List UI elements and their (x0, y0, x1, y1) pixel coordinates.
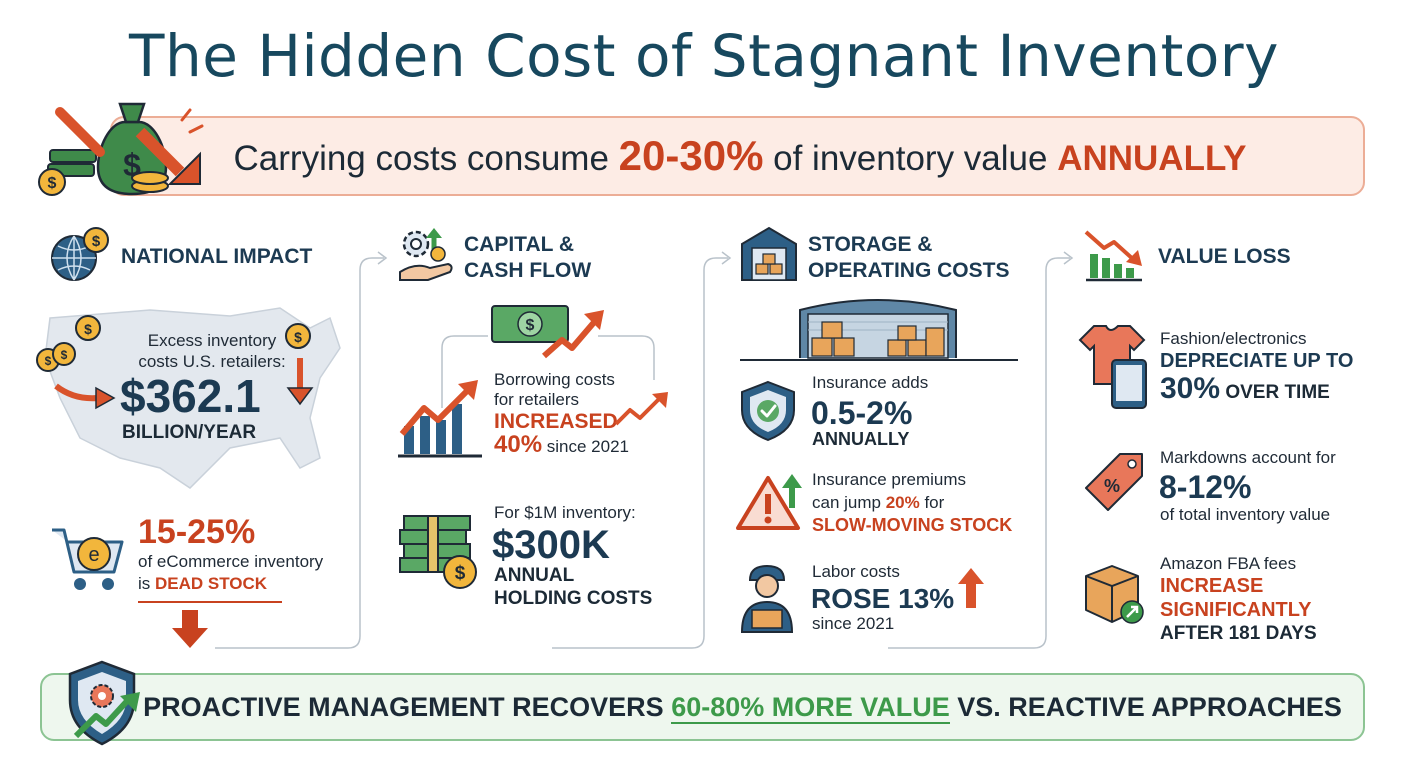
markdown-range: 8-12% (1159, 469, 1252, 505)
svg-text:$: $ (84, 321, 92, 337)
fashion-line2: 30% OVER TIME (1160, 372, 1330, 405)
usa-map-icon: $ $ $ $ (36, 307, 341, 489)
borrow-percent-line: 40% since 2021 (494, 431, 629, 458)
ecommerce-cart-icon: e (52, 528, 124, 590)
borrow-line2: for retailers (494, 390, 580, 409)
carrying-cost-text: Carrying costs consume 20-30% of invento… (233, 132, 1247, 179)
dead-stock-down-arrow (138, 601, 282, 648)
fashion-intro: Fashion/electronics (1160, 329, 1307, 348)
svg-text:$: $ (92, 233, 101, 250)
page-title: The Hidden Cost of Stagnant Inventory (129, 22, 1279, 90)
labor-since: since 2021 (812, 614, 895, 633)
labor-up-arrow-icon (958, 568, 984, 608)
cash-growth-icon: $ (491, 305, 604, 359)
fashion-line1: DEPRECIATE UP TO (1160, 350, 1354, 372)
globe-coin-icon: $ (51, 227, 109, 281)
holding-amount: $300K (492, 523, 610, 567)
footer-banner (40, 673, 1365, 741)
labor-value: ROSE 13% (811, 583, 955, 614)
borrow-increased: INCREASED (494, 410, 618, 433)
markdown-intro: Markdowns account for (1160, 448, 1336, 467)
svg-text:$: $ (48, 175, 57, 192)
svg-text:$: $ (526, 317, 535, 334)
svg-text:%: % (1104, 476, 1120, 496)
national-intro-line1: Excess inventory (147, 331, 277, 350)
worker-icon (740, 564, 794, 633)
flow-connectors (215, 251, 1074, 649)
premium-line1: Insurance premiums (812, 470, 967, 489)
capital-header-line1: CAPITAL & (464, 233, 575, 256)
svg-text:$: $ (45, 354, 52, 368)
national-impact-header: NATIONAL IMPACT (121, 245, 313, 268)
shield-check-icon (741, 380, 795, 442)
price-tag-icon: % (1085, 453, 1143, 511)
shield-gear-icon (68, 660, 140, 746)
svg-text:$: $ (61, 348, 68, 362)
borrow-line1: Borrowing costs (494, 370, 615, 389)
svg-text:$: $ (455, 563, 466, 584)
package-icon (1085, 565, 1144, 624)
dead-stock-line2: is DEAD STOCK (138, 574, 268, 593)
warehouse-interior-icon (740, 299, 1018, 361)
national-amount: $362.1 (120, 370, 261, 422)
small-trend-arrow-icon (614, 392, 668, 426)
fba-intro: Amazon FBA fees (1160, 554, 1297, 573)
storage-header-line2: OPERATING COSTS (808, 259, 1010, 282)
insurance-range: 0.5-2% (811, 395, 913, 431)
storage-header-line1: STORAGE & (808, 233, 933, 256)
capital-header-line2: CASH FLOW (464, 259, 592, 282)
cash-stack-icon: $ (399, 515, 477, 589)
holding-line1: ANNUAL (494, 565, 575, 586)
premium-highlight: SLOW-MOVING STOCK (812, 515, 1013, 535)
bar-chart-up-icon (398, 380, 482, 458)
insurance-unit: ANNUALLY (812, 429, 910, 449)
value-loss-header: VALUE LOSS (1158, 245, 1291, 268)
warning-icon (736, 474, 802, 530)
svg-text:$: $ (294, 329, 302, 345)
fba-line3: AFTER 181 DAYS (1160, 623, 1317, 644)
holding-intro: For $1M inventory: (494, 503, 636, 522)
holding-line2: HOLDING COSTS (494, 588, 653, 609)
national-intro-line2: costs U.S. retailers: (138, 352, 286, 371)
premium-line2: can jump 20% for (812, 493, 945, 512)
insurance-intro: Insurance adds (812, 373, 929, 392)
fba-line2: SIGNIFICANTLY (1160, 599, 1312, 621)
fba-line1: INCREASE (1160, 575, 1264, 597)
dead-stock-line1: of eCommerce inventory (138, 552, 324, 571)
chart-down-icon (1084, 230, 1142, 282)
labor-intro: Labor costs (812, 562, 900, 581)
national-amount-unit: BILLION/YEAR (122, 422, 257, 443)
shirt-tablet-icon (1078, 325, 1147, 409)
gear-hand-icon (399, 228, 453, 281)
dead-stock-percent: 15-25% (138, 513, 256, 551)
carrying-cost-banner (110, 116, 1365, 196)
footer-text: PROACTIVE MANAGEMENT RECOVERS 60-80% MOR… (143, 692, 1342, 724)
svg-text:e: e (88, 544, 99, 566)
markdown-line: of total inventory value (1160, 505, 1331, 524)
money-bag-icon: $ $ (38, 102, 204, 196)
warehouse-icon (741, 226, 797, 281)
